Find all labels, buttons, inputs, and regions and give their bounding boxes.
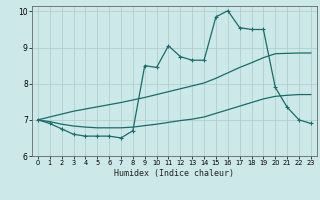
- X-axis label: Humidex (Indice chaleur): Humidex (Indice chaleur): [115, 169, 234, 178]
